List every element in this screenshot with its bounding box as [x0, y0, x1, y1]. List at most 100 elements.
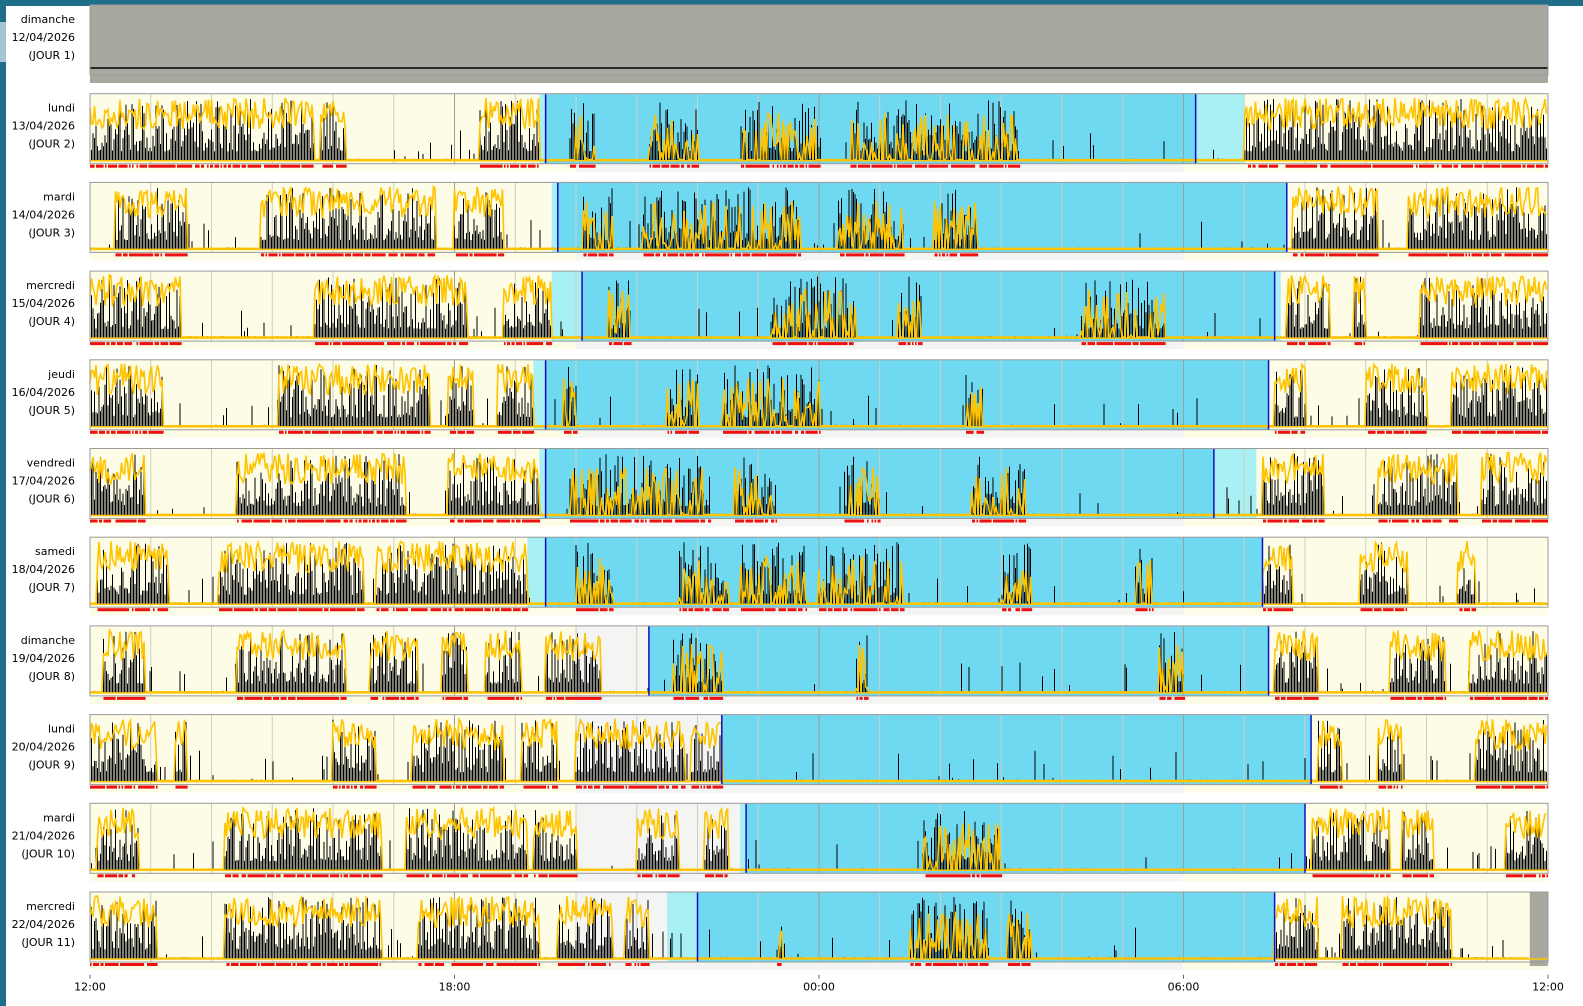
activity-marker [1539, 519, 1541, 523]
activity-marker [519, 963, 521, 966]
activity-marker [1375, 874, 1378, 878]
activity-marker [705, 608, 707, 612]
activity-marker [654, 164, 656, 168]
activity-marker [768, 430, 770, 434]
activity-marker [276, 253, 278, 257]
activity-marker [954, 164, 956, 168]
activity-marker [859, 608, 862, 612]
activity-marker [1420, 253, 1423, 257]
activity-marker [1302, 963, 1304, 966]
activity-marker [679, 253, 682, 257]
activity-marker [1336, 164, 1339, 168]
activity-marker [130, 519, 133, 523]
activity-marker [901, 253, 904, 257]
activity-marker [694, 164, 697, 168]
activity-marker [678, 430, 680, 434]
activity-marker [234, 963, 236, 966]
activity-marker [1518, 253, 1520, 257]
activity-marker [1123, 342, 1126, 346]
activity-marker [355, 253, 358, 257]
activity-marker [595, 785, 598, 789]
activity-marker [439, 874, 442, 878]
activity-marker [129, 519, 131, 523]
activity-marker [871, 164, 874, 168]
activity-marker [1542, 430, 1544, 434]
activity-marker [736, 430, 739, 434]
activity-marker [1294, 519, 1297, 523]
activity-marker [288, 963, 290, 966]
activity-marker [600, 963, 602, 966]
activity-marker [322, 164, 325, 168]
activity-marker [867, 519, 869, 523]
activity-marker [424, 342, 427, 346]
activity-marker [111, 164, 113, 168]
activity-marker [873, 608, 875, 612]
activity-marker [1360, 874, 1363, 878]
activity-marker [253, 696, 256, 700]
activity-marker [115, 519, 118, 523]
activity-marker [697, 164, 700, 168]
activity-marker [423, 874, 425, 878]
activity-marker [100, 430, 103, 434]
activity-marker [510, 696, 512, 700]
activity-marker [1429, 164, 1432, 168]
activity-marker [157, 253, 160, 257]
activity-marker [820, 608, 823, 612]
activity-marker [1284, 963, 1286, 966]
activity-marker [1374, 963, 1376, 966]
activity-marker [939, 963, 941, 966]
activity-marker [1306, 519, 1309, 523]
activity-marker [361, 253, 364, 257]
activity-marker [772, 342, 775, 346]
activity-marker [790, 253, 793, 257]
activity-marker [108, 785, 110, 789]
activity-marker [1479, 696, 1481, 700]
activity-marker [124, 519, 127, 523]
activity-marker [459, 963, 461, 966]
activity-marker [1300, 696, 1303, 700]
activity-marker [1543, 874, 1546, 878]
activity-marker [396, 519, 398, 523]
activity-marker [901, 164, 904, 168]
activity-marker [652, 164, 655, 168]
activity-marker [301, 430, 304, 434]
activity-marker [756, 519, 758, 523]
activity-marker [1363, 342, 1366, 346]
activity-marker [1179, 696, 1181, 700]
activity-marker [462, 963, 464, 966]
activity-marker [1087, 342, 1090, 346]
activity-marker [726, 608, 728, 612]
activity-marker [99, 164, 101, 168]
activity-marker [1341, 874, 1343, 878]
activity-marker [967, 874, 970, 878]
activity-marker [313, 608, 316, 612]
activity-marker [1159, 342, 1162, 346]
activity-marker [738, 253, 740, 257]
activity-marker [682, 519, 685, 523]
activity-marker [1429, 874, 1432, 878]
activity-marker [726, 253, 728, 257]
activity-marker [1491, 696, 1493, 700]
activity-marker [1156, 342, 1159, 346]
activity-marker [624, 519, 626, 523]
activity-marker [1342, 164, 1345, 168]
activity-marker [1402, 696, 1405, 700]
activity-marker [1446, 342, 1448, 346]
activity-marker [744, 430, 746, 434]
activity-marker [1381, 430, 1384, 434]
activity-marker [505, 696, 508, 700]
activity-marker [261, 253, 263, 257]
activity-marker [319, 519, 322, 523]
activity-marker [1453, 253, 1456, 257]
activity-marker [523, 785, 526, 789]
activity-marker [1482, 430, 1484, 434]
activity-marker [1336, 253, 1339, 257]
activity-marker [636, 785, 638, 789]
activity-marker [903, 164, 905, 168]
activity-marker [363, 608, 365, 612]
light-trace [89, 273, 1548, 340]
activity-marker [802, 164, 805, 168]
activity-marker [721, 874, 724, 878]
activity-marker [475, 785, 478, 789]
